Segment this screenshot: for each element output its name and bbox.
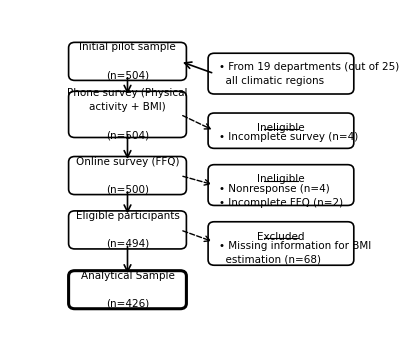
FancyBboxPatch shape xyxy=(69,91,186,137)
Text: Online survey (FFQ)

(n=500): Online survey (FFQ) (n=500) xyxy=(76,156,179,195)
FancyBboxPatch shape xyxy=(208,222,354,265)
FancyBboxPatch shape xyxy=(69,211,186,249)
Text: • Nonresponse (n=4)
• Incomplete FFQ (n=2): • Nonresponse (n=4) • Incomplete FFQ (n=… xyxy=(219,184,343,208)
FancyBboxPatch shape xyxy=(69,156,186,195)
FancyBboxPatch shape xyxy=(69,271,186,309)
Text: Ineligible: Ineligible xyxy=(257,174,305,185)
FancyBboxPatch shape xyxy=(208,164,354,205)
Text: • Missing information for BMI
  estimation (n=68): • Missing information for BMI estimation… xyxy=(219,241,371,265)
FancyBboxPatch shape xyxy=(208,53,354,94)
Text: Ineligible: Ineligible xyxy=(257,123,305,133)
Text: Excluded: Excluded xyxy=(257,232,305,241)
Text: Initial pilot sample

(n=504): Initial pilot sample (n=504) xyxy=(79,42,176,80)
FancyBboxPatch shape xyxy=(69,42,186,80)
Text: Phone survey (Physical
activity + BMI)

(n=504): Phone survey (Physical activity + BMI) (… xyxy=(67,88,188,140)
Text: • Incomplete survey (n=4): • Incomplete survey (n=4) xyxy=(219,132,358,142)
Text: • From 19 departments (out of 25),
  all climatic regions: • From 19 departments (out of 25), all c… xyxy=(219,62,400,86)
Text: Analytical Sample

(n=426): Analytical Sample (n=426) xyxy=(80,271,174,309)
FancyBboxPatch shape xyxy=(208,113,354,148)
Text: Eligible participants

(n=494): Eligible participants (n=494) xyxy=(76,211,180,249)
